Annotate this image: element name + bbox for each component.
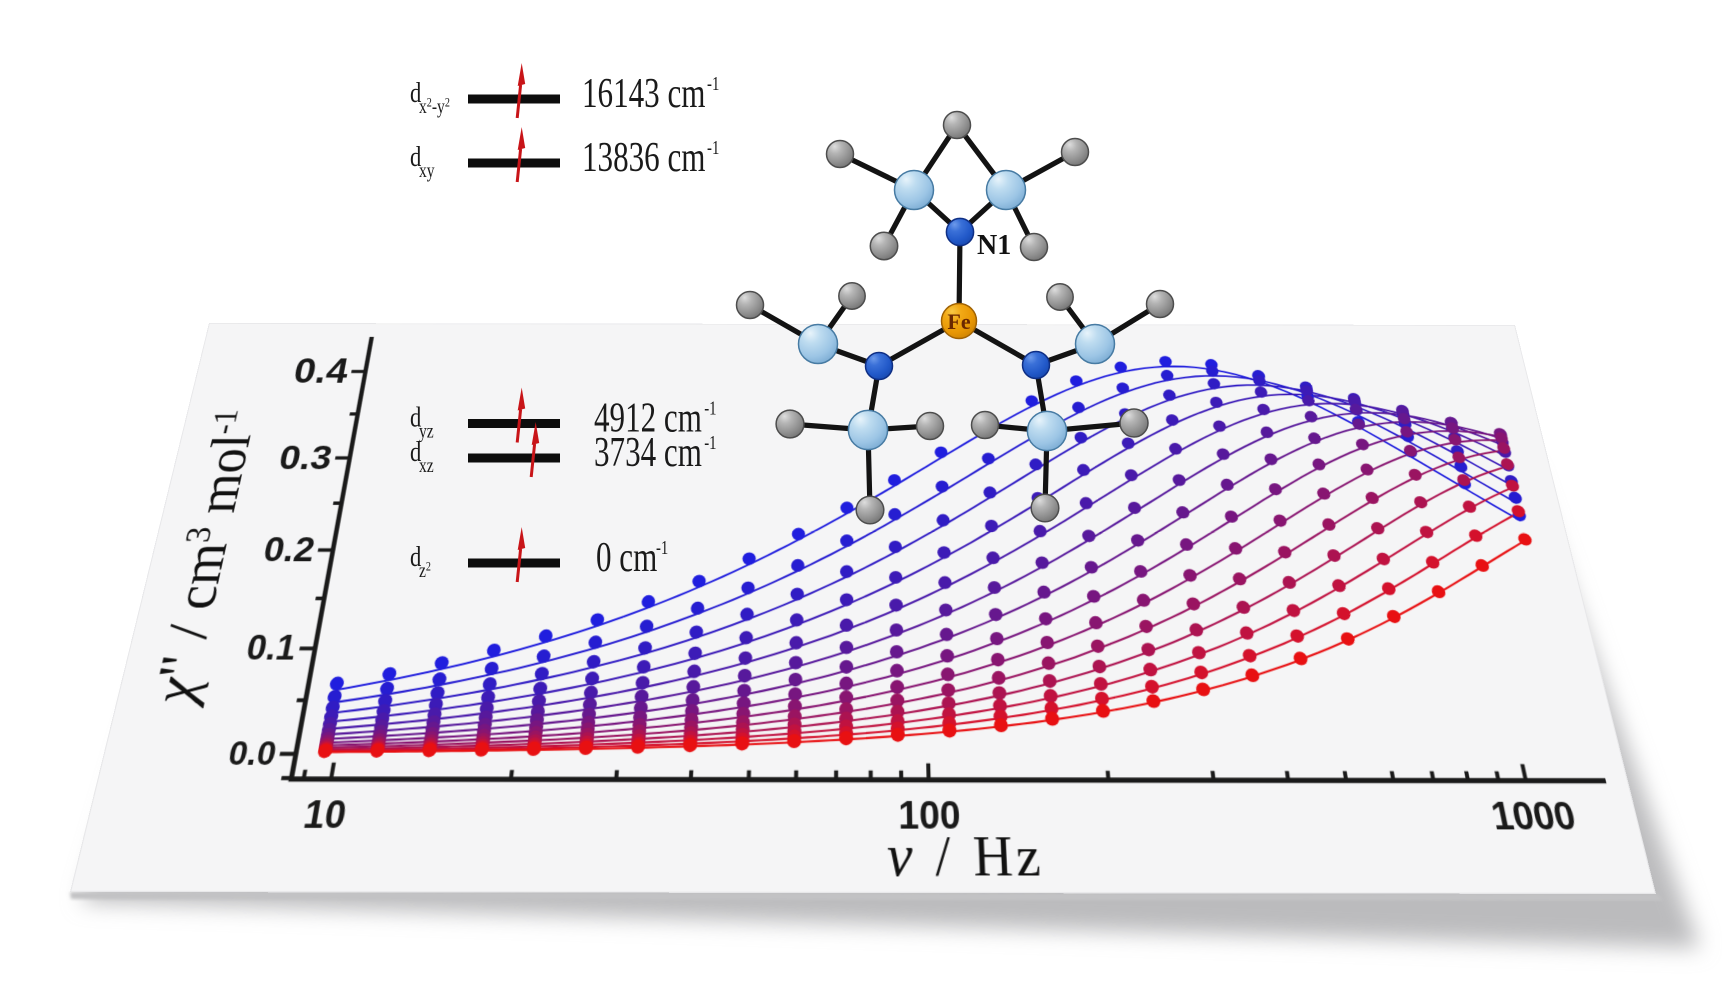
svg-text:10: 10 [300,794,349,837]
svg-text:1000: 1000 [1488,795,1580,838]
svg-text:ν/Hz: ν / Hz [887,821,1046,889]
svg-text:x2-y2: x2-y2 [419,95,450,118]
svg-text:0.1: 0.1 [243,630,299,669]
svg-text:Fe: Fe [947,309,970,334]
svg-text:xz: xz [419,454,434,476]
svg-text:z2: z2 [419,559,431,582]
svg-text:4912 cm: 4912 cm [594,394,702,441]
svg-text:-1: -1 [704,431,716,454]
svg-text:yz: yz [419,420,434,442]
svg-text:0.0: 0.0 [225,734,279,773]
svg-text:16143 cm: 16143 cm [582,69,706,116]
svg-text:100: 100 [898,795,961,838]
svg-text:-1: -1 [707,72,719,95]
svg-text:d: d [410,435,421,467]
svg-text:d: d [410,540,421,572]
svg-text:0.4: 0.4 [290,353,352,391]
svg-text:-1: -1 [707,136,719,159]
svg-text:d: d [410,140,421,172]
svg-text:N1: N1 [977,230,1011,261]
svg-text:xy: xy [419,159,435,181]
svg-text:0.3: 0.3 [276,439,335,477]
svg-text:3734 cm: 3734 cm [594,428,702,475]
svg-text:d: d [410,401,421,433]
svg-text:0.2: 0.2 [260,531,318,570]
svg-text:-1: -1 [656,536,668,559]
svg-text:d: d [410,76,421,108]
svg-text:13836 cm: 13836 cm [582,133,706,180]
svg-text:0 cm: 0 cm [596,533,657,580]
svg-text:-1: -1 [704,396,716,419]
